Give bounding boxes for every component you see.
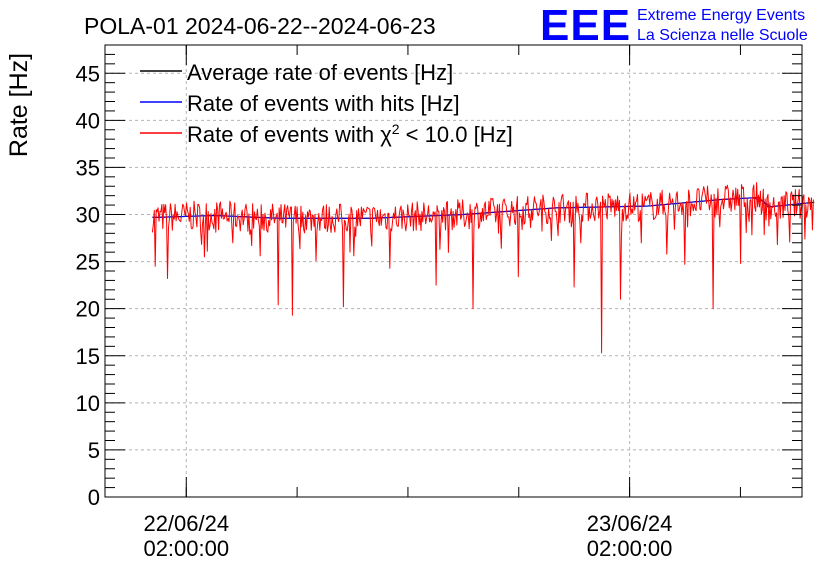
logo-line-2: La Scienza nelle Scuole (637, 27, 808, 44)
legend-entry-hits-label: Rate of events with hits [Hz] (187, 91, 460, 116)
y-axis-label: Rate [Hz] (5, 53, 33, 157)
y-tick-label: 35 (76, 155, 100, 180)
eee-logo: EEE Extreme Energy Events La Scienza nel… (540, 1, 808, 50)
y-tick-label: 10 (76, 391, 100, 416)
y-tick-label: 40 (76, 108, 100, 133)
plot-frame (104, 44, 803, 498)
logo-line-1: Extreme Energy Events (637, 7, 805, 24)
chart-title: POLA-01 2024-06-22--2024-06-23 (84, 13, 436, 39)
y-tick-label: 20 (76, 297, 100, 322)
x-tick-label-time: 02:00:00 (143, 536, 229, 561)
y-tick-label: 25 (76, 250, 100, 275)
axes: 05101520253035404522/06/2402:00:0023/06/… (76, 44, 802, 561)
legend-entry-chi2-label: Rate of events with χ2 < 10.0 [Hz] (187, 121, 513, 147)
legend-entry-average-label: Average rate of events [Hz] (187, 60, 453, 85)
x-tick-label-time: 02:00:00 (587, 536, 673, 561)
series-chi2-rate-line (151, 182, 814, 354)
series-layer (151, 182, 815, 354)
y-tick-label: 45 (76, 61, 100, 86)
y-tick-label: 30 (76, 203, 100, 228)
y-tick-label: 15 (76, 344, 100, 369)
x-tick-label-date: 22/06/24 (143, 511, 229, 536)
x-tick-label-date: 23/06/24 (587, 511, 673, 536)
legend: Average rate of events [Hz] Rate of event… (140, 60, 513, 147)
y-tick-label: 5 (88, 438, 100, 463)
y-tick-label: 0 (88, 485, 100, 510)
eee-logo-mark: EEE (540, 1, 631, 50)
